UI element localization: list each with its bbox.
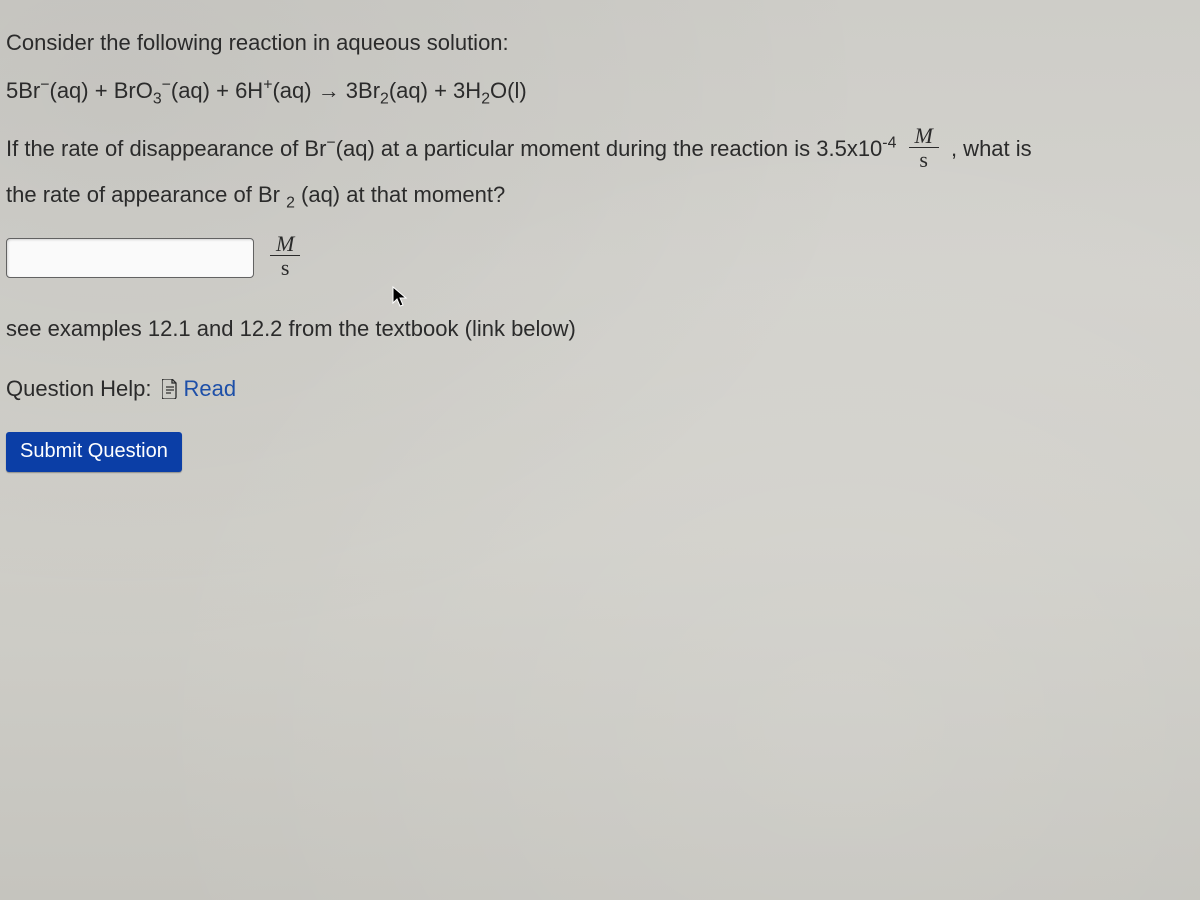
question-intro: Consider the following reaction in aqueo… xyxy=(6,22,1194,64)
answer-unit-numerator: M xyxy=(270,232,300,256)
question-body: If the rate of disappearance of Br−(aq) … xyxy=(6,126,1194,216)
answer-unit-denominator: s xyxy=(270,256,300,280)
document-icon xyxy=(162,379,178,399)
read-link-label: Read xyxy=(184,368,237,410)
hint-text: see examples 12.1 and 12.2 from the text… xyxy=(6,308,1194,350)
body-line2: the rate of appearance of Br 2 (aq) at t… xyxy=(6,182,505,207)
rate-unit: M s xyxy=(909,124,939,172)
question-container: Consider the following reaction in aqueo… xyxy=(0,0,1200,478)
body-pre: If the rate of disappearance of Br−(aq) … xyxy=(6,136,896,161)
help-label: Question Help: xyxy=(6,368,152,410)
rate-unit-denominator: s xyxy=(909,148,939,172)
answer-unit: M s xyxy=(264,234,306,282)
body-post: , what is xyxy=(951,136,1032,161)
submit-question-button[interactable]: Submit Question xyxy=(6,432,182,472)
question-help-row: Question Help: Read xyxy=(6,368,1194,410)
reaction-equation: 5Br−(aq) + BrO3−(aq) + 6H+(aq) → 3Br2(aq… xyxy=(6,70,1194,112)
rate-unit-numerator: M xyxy=(909,124,939,148)
answer-row: M s xyxy=(6,234,1194,282)
answer-input[interactable] xyxy=(6,238,254,278)
read-link[interactable]: Read xyxy=(162,368,237,410)
